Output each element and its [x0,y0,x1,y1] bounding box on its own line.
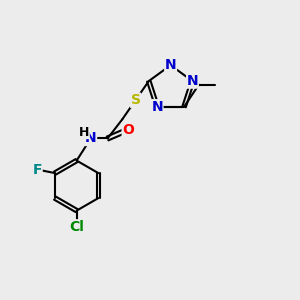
Text: S: S [130,93,140,107]
Text: F: F [32,163,42,177]
Text: N: N [85,131,97,146]
Text: Cl: Cl [69,220,84,234]
Text: N: N [151,100,163,114]
Text: O: O [122,123,134,137]
Text: N: N [187,74,198,88]
Text: N: N [165,58,176,72]
Text: H: H [79,125,89,139]
